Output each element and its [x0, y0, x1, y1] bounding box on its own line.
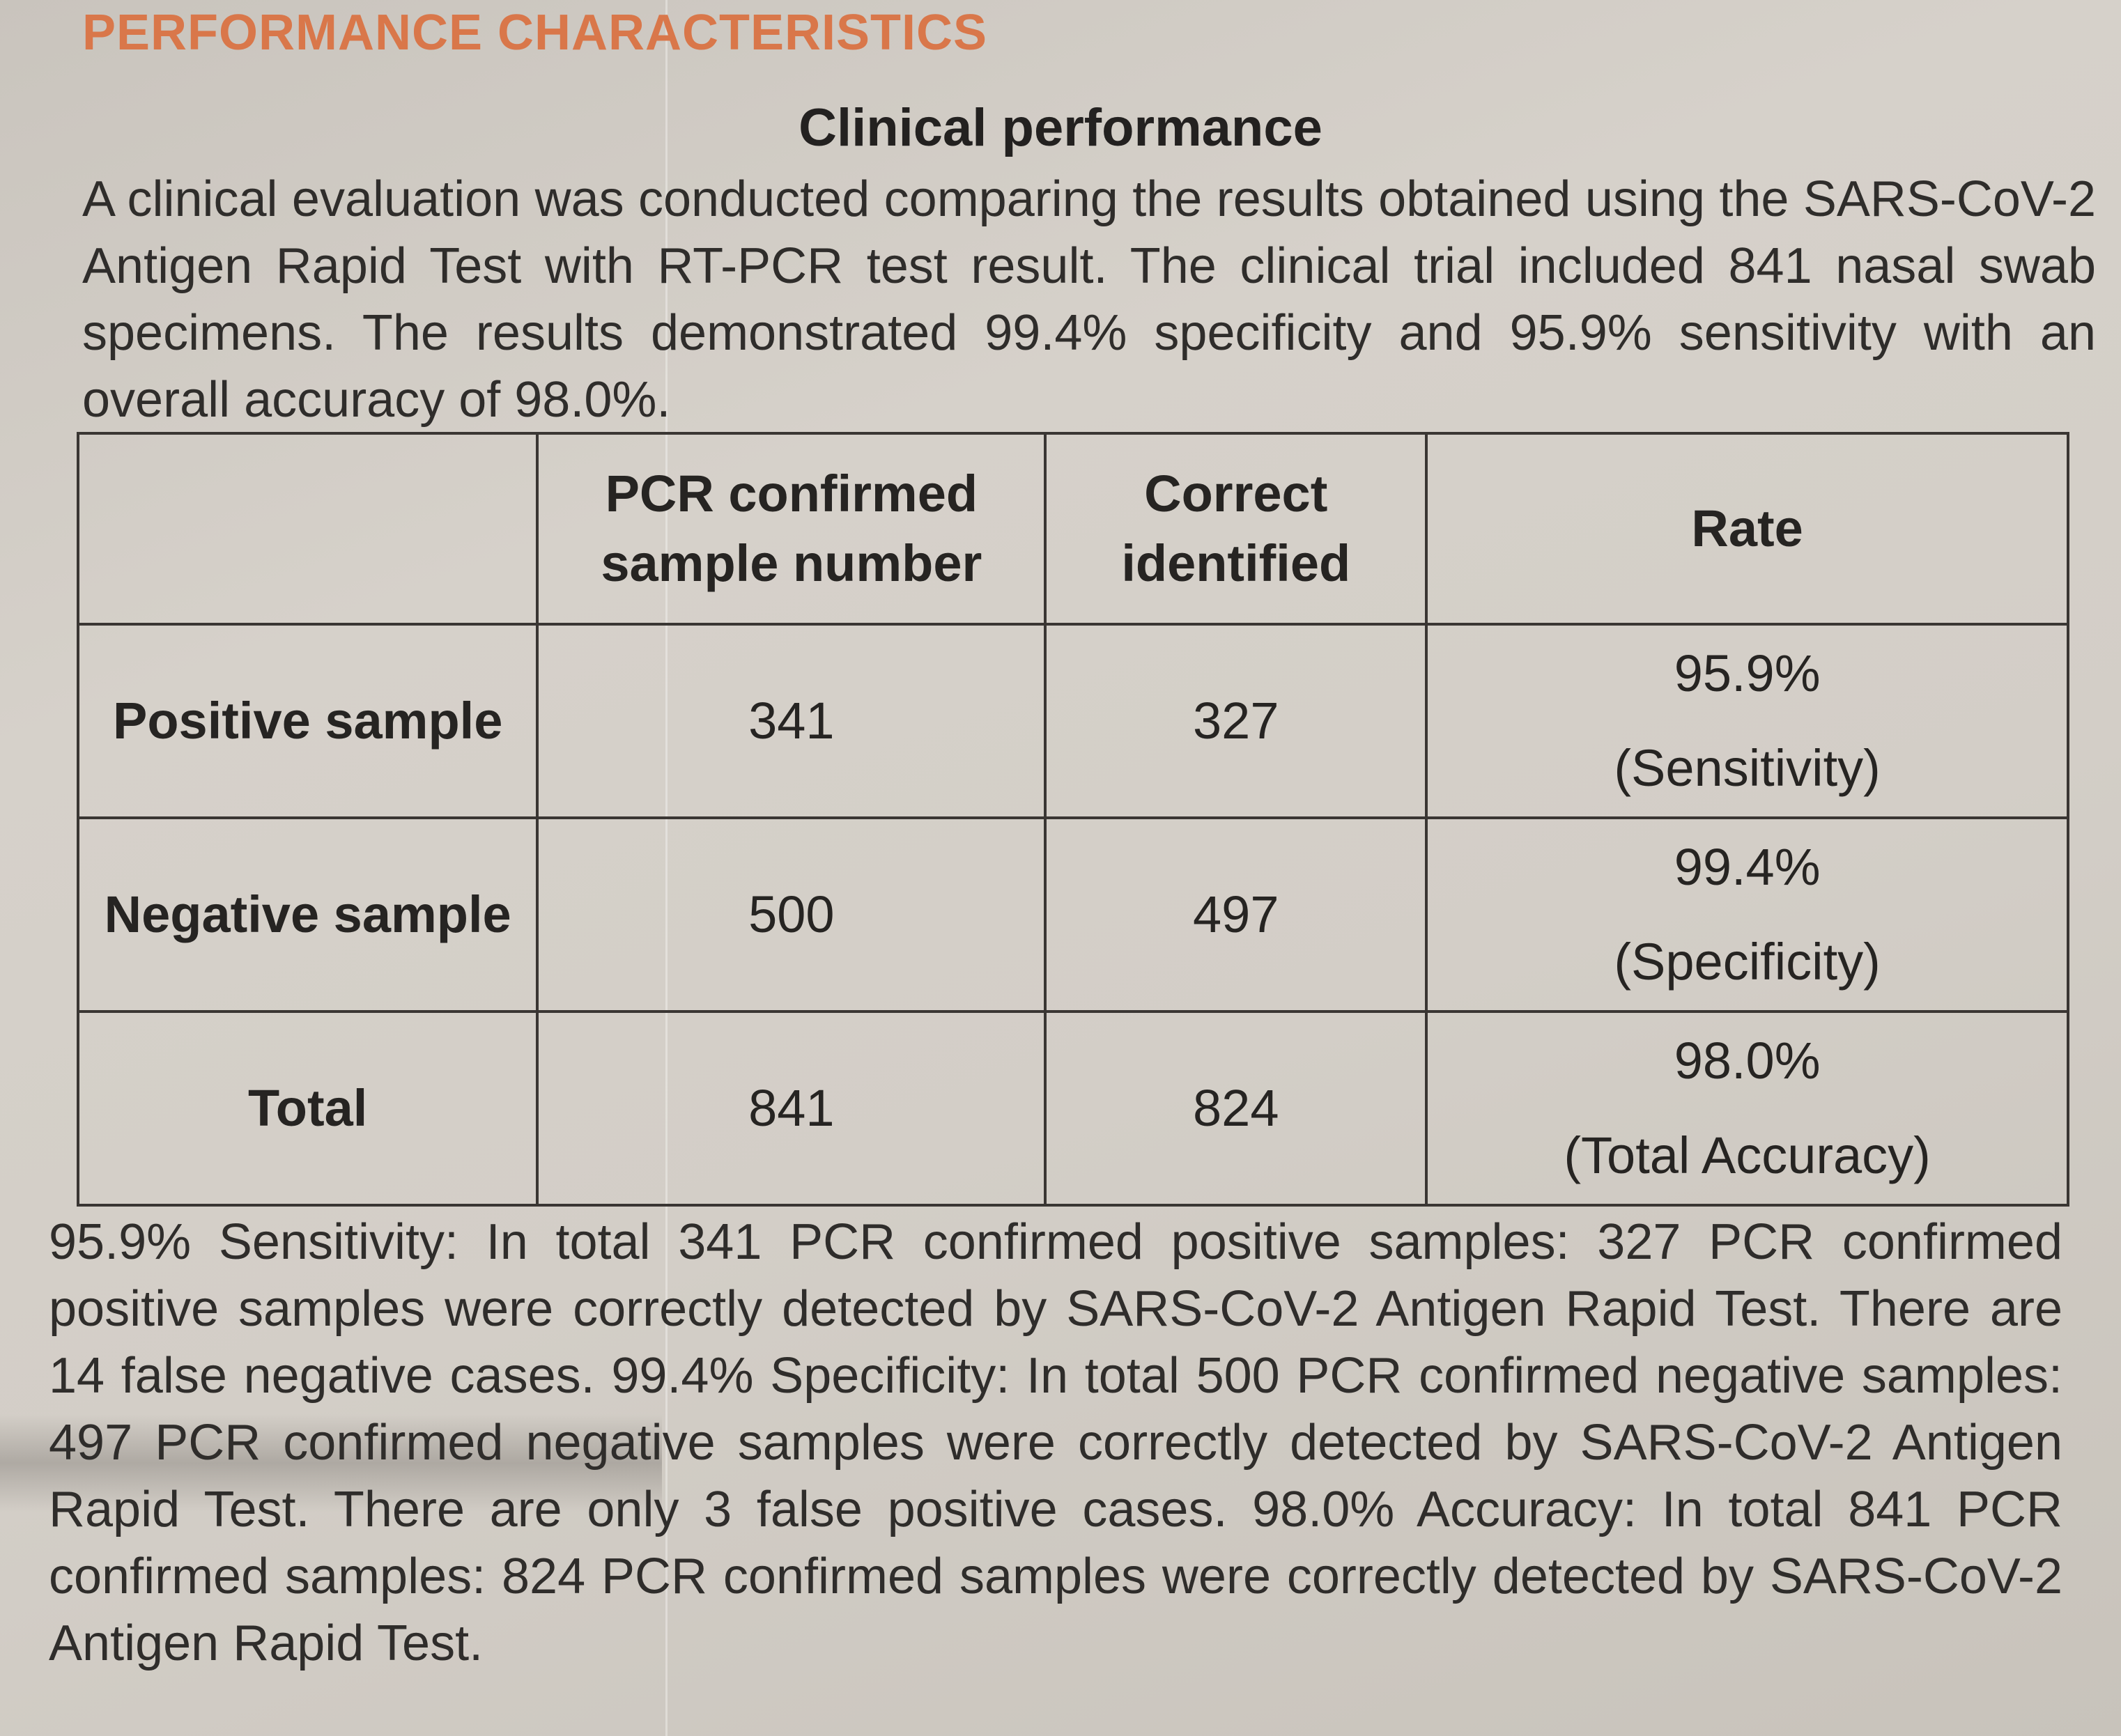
paper-shadow	[0, 1414, 662, 1512]
section-heading: PERFORMANCE CHARACTERISTICS	[82, 5, 988, 61]
summary-paragraph: 95.9% Sensitivity: In total 341 PCR conf…	[49, 1214, 2062, 1671]
rate-value: 95.9%	[1674, 644, 1821, 702]
intro-paragraph: A clinical evaluation was conducted comp…	[82, 171, 2096, 428]
rate-cell: 99.4% (Specificity)	[1425, 816, 2069, 1013]
rate-cell: 95.9% (Sensitivity)	[1425, 623, 2069, 819]
pcr-confirmed-cell: 341	[536, 623, 1047, 819]
header-empty	[76, 432, 539, 626]
rate-label: (Sensitivity)	[1614, 739, 1881, 797]
header-pcr-confirmed: PCR confirmed sample number	[536, 432, 1047, 626]
rate-cell: 98.0% (Total Accuracy)	[1425, 1010, 2069, 1207]
rate-label: (Total Accuracy)	[1564, 1126, 1931, 1184]
table-row: Negative sample 500 497 99.4% (Specifici…	[76, 816, 2069, 1013]
sub-heading: Clinical performance	[799, 98, 1322, 157]
table-header-row: PCR confirmed sample number Correct iden…	[76, 432, 2069, 626]
correct-identified-cell: 327	[1044, 623, 1428, 819]
rate-value: 99.4%	[1674, 838, 1821, 896]
header-correct-identified: Correct identified	[1044, 432, 1428, 626]
pcr-confirmed-cell: 841	[536, 1010, 1047, 1207]
pcr-confirmed-cell: 500	[536, 816, 1047, 1013]
row-label: Negative sample	[76, 816, 539, 1013]
rate-value: 98.0%	[1674, 1032, 1821, 1090]
table-row: Positive sample 341 327 95.9% (Sensitivi…	[76, 623, 2069, 819]
rate-label: (Specificity)	[1614, 933, 1881, 991]
row-label: Total	[76, 1010, 539, 1207]
correct-identified-cell: 497	[1044, 816, 1428, 1013]
row-label: Positive sample	[76, 623, 539, 819]
header-rate: Rate	[1425, 432, 2069, 626]
performance-table: PCR confirmed sample number Correct iden…	[76, 432, 2069, 1207]
correct-identified-cell: 824	[1044, 1010, 1428, 1207]
table-row: Total 841 824 98.0% (Total Accuracy)	[76, 1010, 2069, 1207]
